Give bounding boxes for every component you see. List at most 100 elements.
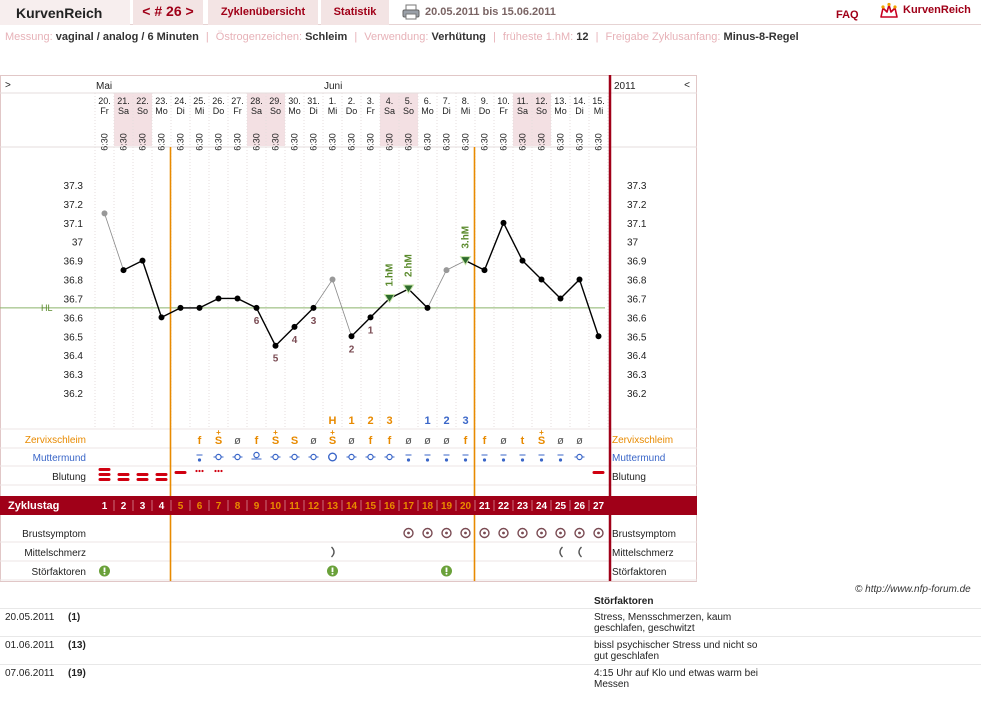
logo-text[interactable]: KurvenReich: [903, 4, 971, 16]
temperature-point: [424, 304, 431, 311]
row-label-left: Blutung: [52, 472, 86, 483]
date-label: 15.: [592, 96, 605, 106]
y-tick-right: 36.4: [627, 351, 647, 362]
temperature-segment: [522, 260, 542, 281]
weekday-label: Fr: [233, 106, 242, 116]
weekday-label: So: [270, 106, 281, 116]
date-label: 25.: [193, 96, 206, 106]
temperature-point: [272, 342, 279, 349]
high-temperature-marker: [383, 293, 396, 304]
temperature-segment: [104, 213, 124, 271]
cycle-day-number: 18: [422, 501, 434, 512]
temperature-segment: [483, 222, 505, 271]
weekday-label: Mi: [461, 106, 471, 116]
cycle-number-nav[interactable]: < # 26 >: [133, 0, 203, 25]
breast-symptom-icon: [593, 527, 604, 539]
date-label: 5.: [405, 96, 413, 106]
cervix-open-symbol: [234, 453, 241, 461]
weekend-column: [532, 93, 551, 146]
weekend-column: [513, 93, 532, 146]
measure-time-label: 6:30: [518, 133, 528, 151]
weekday-label: Mi: [328, 106, 338, 116]
temperature-point: [310, 304, 317, 311]
y-tick-left: 37.3: [64, 181, 84, 192]
measure-time-label: 6:30: [404, 133, 414, 151]
temperature-point: [215, 295, 222, 302]
measure-time-label: 6:30: [461, 133, 471, 151]
row-label-right: Zervixschleim: [612, 435, 673, 446]
y-tick-right: 36.9: [627, 257, 647, 268]
y-tick-left: 36.8: [64, 276, 84, 287]
cycle-day-number: 4: [159, 501, 165, 512]
breast-symptom-icon: [597, 531, 600, 535]
date-label: 22.: [136, 96, 149, 106]
date-label: 12.: [535, 96, 548, 106]
row-label-right: Brustsymptom: [612, 529, 676, 540]
temperature-point: [557, 295, 564, 302]
cervix-open-symbol: [291, 453, 298, 461]
temperature-segment: [141, 260, 163, 318]
weekday-label: Mo: [288, 106, 301, 116]
date-label: 31.: [307, 96, 320, 106]
brand-title[interactable]: KurvenReich: [0, 0, 130, 25]
weekday-label: Mi: [594, 106, 604, 116]
peak-count-label: 3: [462, 415, 468, 427]
breast-symptom-icon: [422, 527, 433, 539]
temperature-point: [158, 314, 165, 321]
cervix-closed-symbol: [406, 458, 411, 462]
tab-cycle-overview[interactable]: Zyklenübersicht: [208, 0, 318, 25]
bleeding-medium-mark: [174, 471, 187, 474]
cycle-day-number: 6: [197, 501, 203, 512]
measure-time-label: 6:30: [328, 133, 338, 151]
date-label: 7.: [443, 96, 451, 106]
cycle-day-number: 13: [327, 501, 339, 512]
mittelschmerz-icon: [578, 546, 583, 558]
temperature-point: [120, 267, 127, 274]
mucus-symbol: f: [369, 435, 373, 447]
verwendung-label: Verwendung:: [364, 31, 429, 43]
cycle-day-number: 21: [479, 501, 491, 512]
temperature-segment: [560, 279, 580, 299]
measure-time-label: 6:30: [100, 133, 110, 151]
low-count-label: 1: [368, 325, 374, 336]
mucus-symbol: ø: [576, 435, 583, 447]
date-label: 2.: [348, 96, 356, 106]
weekend-column: [380, 93, 399, 146]
date-label: 24.: [174, 96, 187, 106]
cervix-closed-symbol: [520, 458, 525, 462]
date-range: 20.05.2011 bis 15.06.2011: [425, 6, 556, 18]
low-count-label: 5: [273, 354, 279, 365]
row-label-left: Störfaktoren: [32, 567, 86, 578]
breast-symptom-icon: [445, 531, 448, 535]
cycle-day-number: 25: [555, 501, 567, 512]
measure-time-label: 6:30: [214, 133, 224, 151]
notes-header: Störfaktoren: [594, 596, 654, 607]
frueheste-label: früheste 1.hM:: [502, 31, 574, 43]
bleeding-strong-mark: [155, 473, 168, 476]
disturbance-icon: [445, 567, 448, 572]
row-label-right: Störfaktoren: [612, 567, 666, 578]
note-text: Stress, Mensschmerzen, kaum geschlafen, …: [594, 612, 732, 634]
weekday-label: Sa: [517, 106, 528, 116]
y-tick-right: 37.1: [627, 219, 647, 230]
bleeding-medium-mark: [592, 471, 605, 474]
note-text: 4:15 Uhr auf Klo und etwas warm bei Mess…: [594, 668, 758, 690]
breast-symptom-icon: [464, 531, 467, 535]
tab-statistics[interactable]: Statistik: [321, 0, 389, 25]
cycle-day-band: [0, 496, 697, 515]
faq-link[interactable]: FAQ: [836, 9, 859, 21]
weekday-label: So: [137, 106, 148, 116]
weekday-label: Do: [213, 106, 225, 116]
temperature-point: [500, 219, 507, 226]
mucus-symbol: f: [464, 435, 468, 447]
breast-symptom-icon: [403, 527, 414, 539]
cycle-day-number: 20: [460, 501, 472, 512]
temperature-segment: [275, 326, 295, 347]
printer-icon[interactable]: [402, 4, 420, 20]
crown-logo-icon[interactable]: [879, 2, 899, 20]
breast-symptom-icon: [578, 531, 581, 535]
temperature-point: [576, 276, 583, 283]
bleeding-strong-mark: [98, 473, 111, 476]
y-tick-left: 37: [72, 238, 84, 249]
weekend-column: [114, 93, 133, 146]
